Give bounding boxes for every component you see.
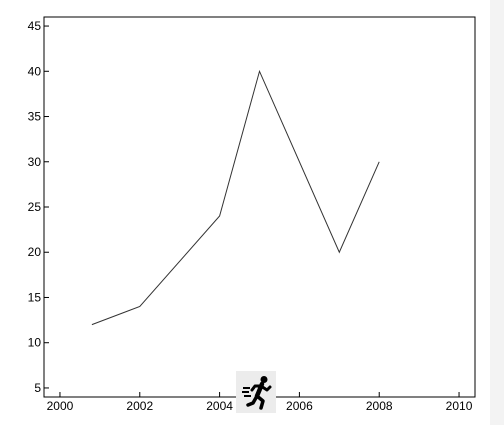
icon-head bbox=[260, 376, 268, 383]
y-axis-ticks: 5 10 15 20 25 30 35 40 45 bbox=[28, 19, 49, 395]
running-person-badge[interactable] bbox=[236, 371, 276, 413]
x-tick-label: 2004 bbox=[206, 399, 233, 413]
icon-leg-back bbox=[246, 394, 259, 407]
icon-arm-back bbox=[250, 384, 263, 392]
x-tick-label: 2008 bbox=[366, 399, 393, 413]
plot-frame bbox=[43, 16, 476, 398]
x-tick-label: 2002 bbox=[126, 399, 153, 413]
y-tick-label: 25 bbox=[28, 200, 42, 214]
x-tick-label: 2010 bbox=[446, 399, 473, 413]
x-axis-ticks: 2000 2002 2004 2006 2008 2010 bbox=[47, 392, 473, 413]
y-tick-label: 10 bbox=[28, 336, 42, 350]
y-tick-label: 5 bbox=[34, 381, 41, 395]
y-tick-label: 40 bbox=[28, 64, 42, 78]
x-tick-label: 2006 bbox=[286, 399, 313, 413]
y-tick-label: 30 bbox=[28, 155, 42, 169]
series-line bbox=[91, 69, 380, 326]
y-tick-label: 20 bbox=[28, 245, 42, 259]
right-scroll-edge bbox=[490, 0, 504, 425]
icon-arm-front bbox=[259, 384, 272, 392]
icon-leg-front bbox=[255, 394, 265, 410]
running-person-icon bbox=[242, 376, 272, 410]
y-tick-label: 15 bbox=[28, 290, 42, 304]
y-tick-label: 45 bbox=[28, 19, 42, 33]
y-tick-label: 35 bbox=[28, 110, 42, 124]
x-tick-label: 2000 bbox=[47, 399, 74, 413]
